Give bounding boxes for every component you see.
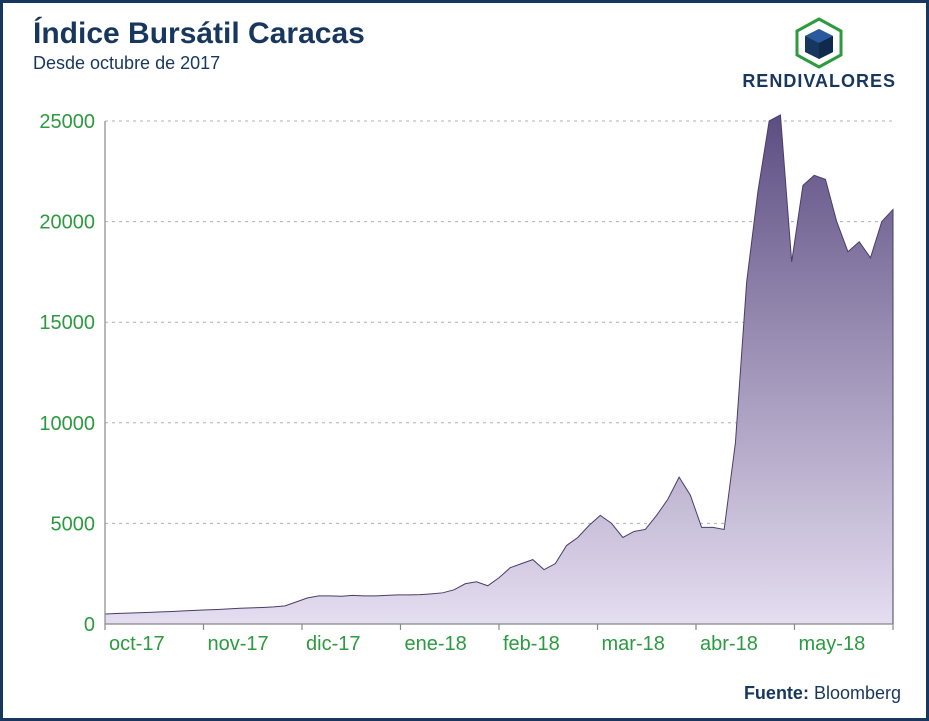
svg-text:dic-17: dic-17 xyxy=(306,633,360,655)
svg-text:oct-17: oct-17 xyxy=(109,633,165,655)
svg-text:20000: 20000 xyxy=(39,212,95,234)
source-attribution: Fuente: Bloomberg xyxy=(744,683,901,704)
svg-text:15000: 15000 xyxy=(39,312,95,334)
svg-text:may-18: may-18 xyxy=(799,633,866,655)
brand-name: RENDIVALORES xyxy=(742,71,896,92)
title-block: Índice Bursátil Caracas Desde octubre de… xyxy=(33,17,365,74)
chart-title: Índice Bursátil Caracas xyxy=(33,17,365,51)
header: Índice Bursátil Caracas Desde octubre de… xyxy=(33,17,896,92)
cube-icon xyxy=(791,17,847,69)
chart-subtitle: Desde octubre de 2017 xyxy=(33,53,365,74)
brand-logo: RENDIVALORES xyxy=(742,17,896,92)
svg-text:mar-18: mar-18 xyxy=(602,633,665,655)
source-label: Fuente: xyxy=(744,683,809,703)
svg-text:0: 0 xyxy=(84,614,95,636)
svg-text:10000: 10000 xyxy=(39,413,95,435)
source-value: Bloomberg xyxy=(814,683,901,703)
svg-text:feb-18: feb-18 xyxy=(503,633,560,655)
chart-canvas: 0 5000 10000 15000 20000 25000 oct-17 nov-17 dic… xyxy=(33,113,901,658)
area-chart: 0 5000 10000 15000 20000 25000 oct-17 nov-17 dic… xyxy=(33,113,901,658)
svg-text:25000: 25000 xyxy=(39,113,95,133)
svg-text:ene-18: ene-18 xyxy=(405,633,467,655)
svg-text:nov-17: nov-17 xyxy=(208,633,269,655)
svg-text:abr-18: abr-18 xyxy=(700,633,758,655)
svg-text:5000: 5000 xyxy=(51,513,96,535)
